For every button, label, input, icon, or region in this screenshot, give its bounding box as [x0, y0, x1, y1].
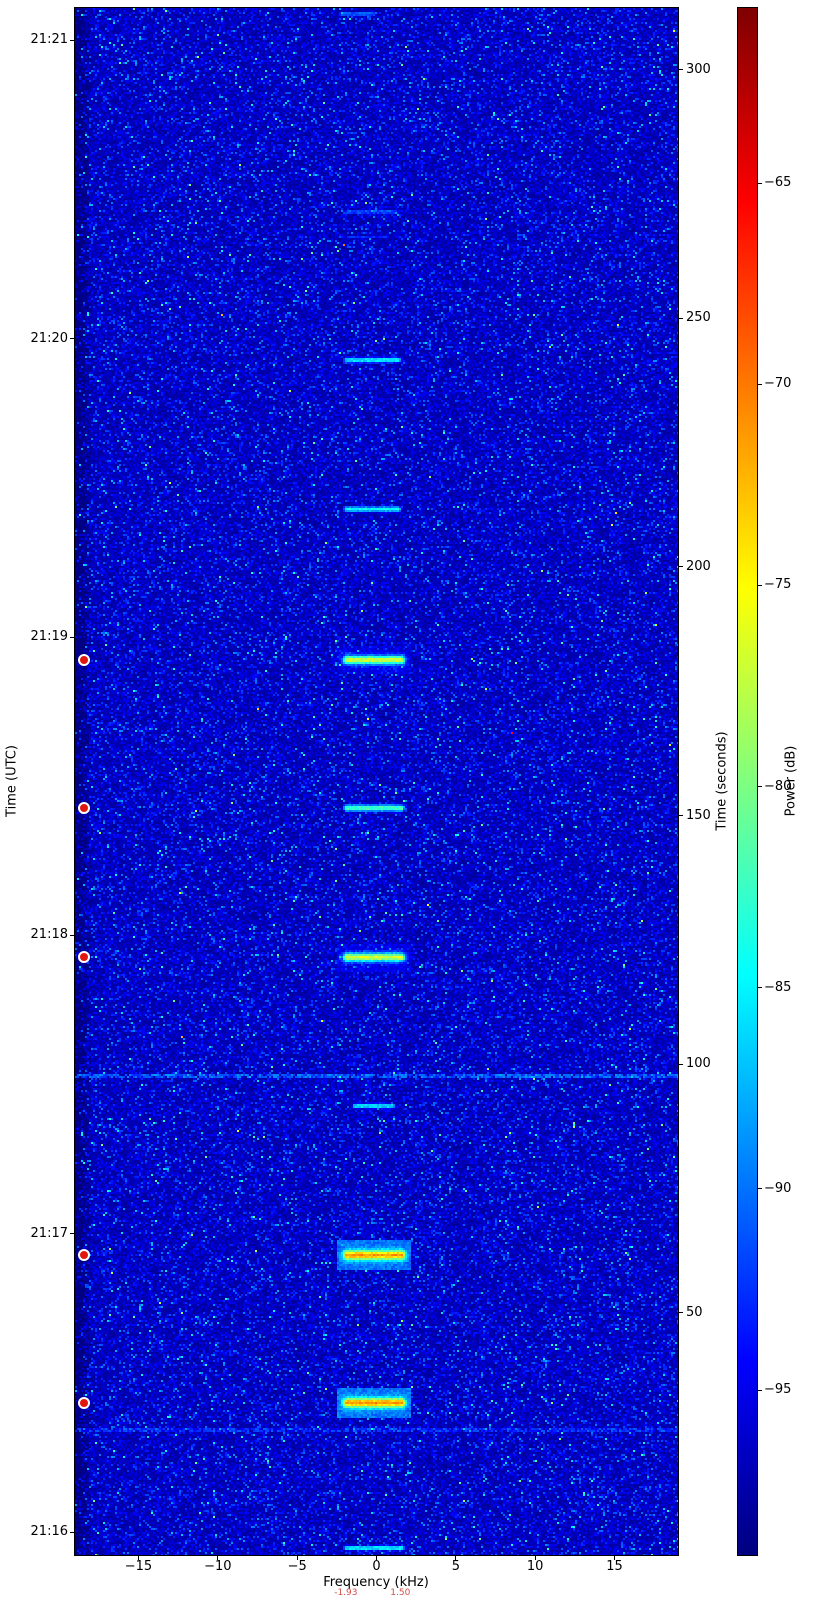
colorbar-tick-label: −70: [764, 376, 792, 392]
y-axis-label-left: Time (UTC): [4, 745, 20, 817]
seconds-tick-mark: [679, 1312, 683, 1314]
colorbar-tick-label: −75: [764, 577, 792, 593]
detection-marker: [78, 653, 90, 666]
colorbar-tick-label: −90: [764, 1180, 792, 1196]
utc-tick-mark: [70, 39, 74, 41]
utc-tick-mark: [70, 934, 74, 936]
x-tick-label: 10: [526, 1559, 544, 1574]
x-tick-mark: [614, 1556, 616, 1560]
x-tick-label: 0: [372, 1559, 381, 1574]
x-tick-label: 15: [606, 1559, 623, 1574]
seconds-tick-label: 150: [686, 807, 711, 823]
x-tick-mark: [534, 1556, 536, 1560]
colorbar-tick-mark: [758, 383, 762, 385]
colorbar-tick-label: −65: [764, 174, 792, 190]
y-axis-label-right: Time (seconds): [714, 731, 730, 831]
utc-tick-label: 21:18: [30, 927, 68, 943]
colorbar-gradient: [738, 8, 757, 1555]
x-tick-mark: [137, 1556, 139, 1560]
colorbar-tick-mark: [758, 786, 762, 788]
seconds-tick-label: 50: [686, 1304, 703, 1320]
seconds-tick-label: 250: [686, 310, 711, 326]
utc-tick-mark: [70, 1531, 74, 1533]
colorbar-tick-mark: [758, 584, 762, 586]
x-tick-mark: [296, 1556, 298, 1560]
colorbar-tick-label: −95: [764, 1381, 792, 1397]
seconds-tick-mark: [679, 815, 683, 817]
colorbar-tick-label: −80: [764, 778, 792, 794]
frequency-annotation: 1.50: [390, 1588, 411, 1598]
x-tick-mark: [455, 1556, 457, 1560]
seconds-tick-mark: [679, 317, 683, 319]
x-axis-label: Frequency (kHz): [323, 1575, 429, 1590]
utc-tick-mark: [70, 636, 74, 638]
colorbar-tick-mark: [758, 1389, 762, 1391]
x-tick-label: −5: [287, 1559, 307, 1574]
seconds-tick-label: 200: [686, 558, 711, 574]
spectrogram-heatmap: [75, 8, 678, 1555]
seconds-tick-mark: [679, 566, 683, 568]
utc-tick-mark: [70, 1233, 74, 1235]
colorbar-tick-mark: [758, 182, 762, 184]
colorbar-tick-mark: [758, 987, 762, 989]
utc-tick-label: 21:17: [30, 1225, 68, 1241]
x-tick-label: −10: [204, 1559, 232, 1574]
seconds-tick-mark: [679, 69, 683, 71]
colorbar-tick-mark: [758, 1188, 762, 1190]
detection-marker: [78, 1396, 90, 1409]
x-tick-label: −15: [124, 1559, 153, 1574]
seconds-tick-label: 300: [686, 61, 711, 77]
detection-marker: [78, 951, 90, 964]
utc-tick-label: 21:19: [30, 628, 68, 644]
utc-tick-label: 21:16: [30, 1523, 68, 1539]
seconds-tick-label: 100: [686, 1056, 711, 1072]
utc-tick-label: 21:21: [30, 32, 68, 48]
x-tick-label: 5: [451, 1559, 460, 1574]
x-tick-mark: [217, 1556, 219, 1560]
utc-tick-label: 21:20: [30, 330, 68, 346]
detection-marker: [78, 802, 90, 815]
frequency-annotation: -1.93: [334, 1588, 358, 1598]
colorbar-tick-label: −85: [764, 979, 792, 995]
x-tick-mark: [376, 1556, 377, 1560]
seconds-tick-mark: [679, 1063, 683, 1065]
utc-tick-mark: [70, 338, 74, 340]
detection-marker: [78, 1249, 90, 1262]
